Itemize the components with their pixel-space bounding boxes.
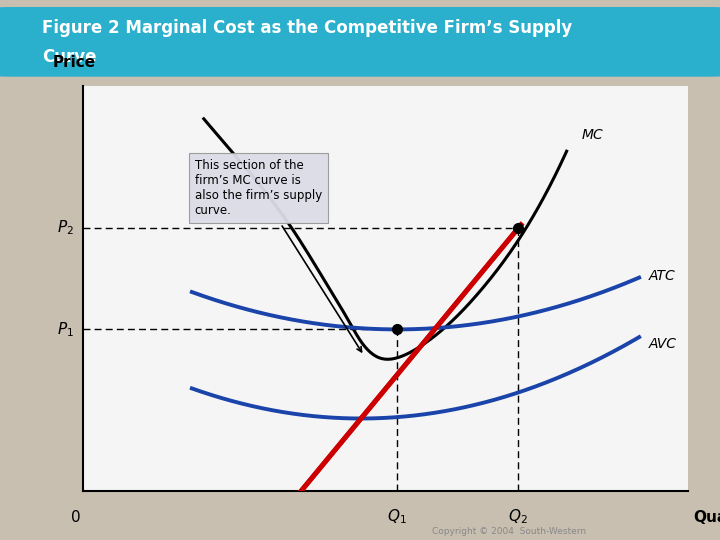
- Text: Copyright © 2004  South-Western: Copyright © 2004 South-Western: [432, 526, 586, 536]
- FancyBboxPatch shape: [0, 8, 720, 76]
- Text: 0: 0: [71, 510, 81, 525]
- Text: This section of the
firm’s MC curve is
also the firm’s supply
curve.: This section of the firm’s MC curve is a…: [194, 159, 361, 352]
- Text: $P_2$: $P_2$: [57, 219, 73, 238]
- Text: $P_1$: $P_1$: [57, 320, 73, 339]
- Text: $Q_2$: $Q_2$: [508, 508, 528, 526]
- Text: Curve: Curve: [42, 49, 96, 66]
- Text: $Q_1$: $Q_1$: [387, 508, 407, 526]
- Text: AVC: AVC: [648, 337, 676, 351]
- Text: Price: Price: [53, 55, 96, 70]
- Text: ATC: ATC: [648, 269, 675, 282]
- Text: MC: MC: [582, 128, 603, 142]
- Text: Figure 2 Marginal Cost as the Competitive Firm’s Supply: Figure 2 Marginal Cost as the Competitiv…: [42, 19, 572, 37]
- Text: Quantity: Quantity: [693, 510, 720, 525]
